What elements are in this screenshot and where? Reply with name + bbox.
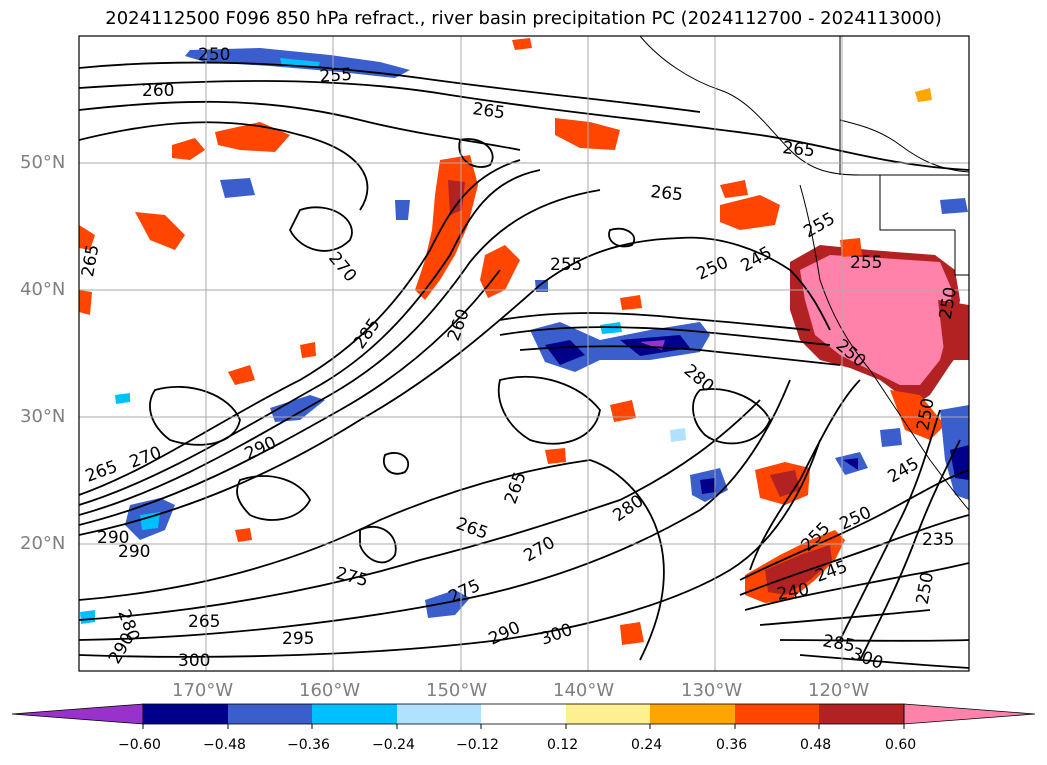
contour-label: 265 [781,138,815,161]
lon-label: 160°W [299,680,361,701]
colorbar-bin [819,704,904,724]
contour-label: 235 [922,530,954,550]
colorbar-tick-label: 0.60 [885,737,917,753]
contour-label: 265 [188,612,220,632]
colorbar-tick-label: −0.48 [203,737,246,753]
colorbar-bin [228,704,312,724]
contour-label: 290 [118,542,150,562]
lon-label: 140°W [553,680,615,701]
lat-label: 30°N [20,406,66,427]
contour-label: 250 [198,45,230,65]
lat-label: 20°N [20,533,66,554]
coastlines [639,36,969,511]
colorbar-tick-label: −0.12 [456,737,499,753]
colorbar-extend-low [11,703,144,725]
colorbar-tick-label: 0.24 [631,737,663,753]
colorbar-frame [142,703,905,725]
colorbar-bin [143,704,228,724]
contour-label: 255 [850,253,882,273]
colorbar-bin [481,704,566,724]
graticule [79,36,969,671]
colorbar-bin [650,704,735,724]
contour-label: 295 [282,629,314,649]
contour-label: 300 [178,651,210,671]
contour-label: 260 [142,81,174,101]
lon-label: 120°W [808,680,870,701]
contour-label: 255 [319,65,353,87]
lon-label: 130°W [681,680,743,701]
contour-label: 265 [649,182,683,205]
colorbar-tick-label: 0.36 [716,737,748,753]
colorbar [11,703,1036,729]
colorbar-bin [397,704,481,724]
lon-label: 150°W [426,680,488,701]
lat-label: 40°N [20,279,66,300]
colorbar-tick-label: −0.24 [372,737,415,753]
colorbar-tick-label: −0.36 [287,737,330,753]
contour-labels: 250 255 260 265 265 265 265 270 285 260 … [78,45,961,674]
contour-label: 255 [550,255,582,275]
lat-label: 50°N [20,152,66,173]
lon-label: 170°W [172,680,234,701]
contour-label: 265 [471,99,506,123]
colorbar-bin [312,704,397,724]
colorbar-tick-label: 0.48 [800,737,832,753]
map-frame [78,35,970,672]
colorbar-extend-high [903,703,1036,725]
colorbar-bin [735,704,819,724]
colorbar-bin [566,704,650,724]
map-title: 2024112500 F096 850 hPa refract., river … [105,8,942,29]
colorbar-tick-label: −0.60 [118,737,161,753]
colorbar-tick-label: 0.12 [547,737,579,753]
contour-label: 290 [97,528,129,548]
